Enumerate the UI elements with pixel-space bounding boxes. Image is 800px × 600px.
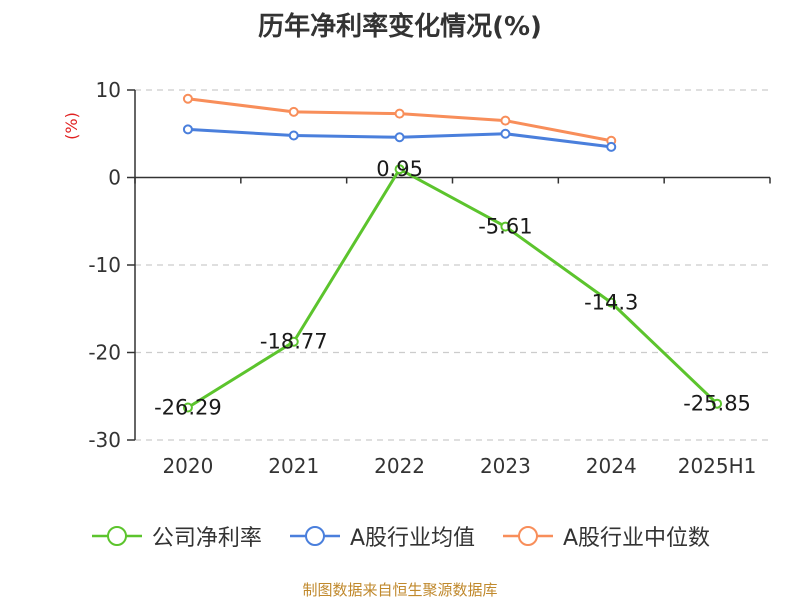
data-label: -14.3 — [584, 291, 638, 315]
x-tick-label: 2021 — [268, 454, 319, 478]
chart-title: 历年净利率变化情况(%) — [258, 12, 542, 42]
data-point — [606, 141, 617, 152]
legend-swatch — [289, 526, 340, 546]
y-tick-label: -30 — [88, 428, 121, 452]
axes: 10 0 -10 -20 -30 2020 2021 2022 2023 2024 2025H1 — [88, 78, 771, 478]
series-line-0 — [187, 167, 719, 409]
data-label: -5.61 — [478, 215, 532, 239]
x-tick-label: 2022 — [374, 454, 425, 478]
data-point — [606, 297, 617, 308]
data-point — [182, 124, 193, 135]
legend-item[interactable]: A股行业中位数 — [501, 520, 710, 552]
legend-swatch — [91, 526, 142, 546]
x-tick-label: 2024 — [586, 454, 637, 478]
data-label: -18.77 — [260, 330, 328, 354]
legend-item[interactable]: A股行业均值 — [288, 520, 475, 552]
source-note: 制图数据来自恒生聚源数据库 — [302, 581, 498, 599]
data-point — [288, 336, 299, 347]
legend-swatch — [503, 526, 553, 546]
data-label: -25.85 — [683, 392, 751, 416]
y-tick-label: -20 — [88, 341, 121, 365]
y-tick-label: 0 — [108, 166, 121, 190]
legend-swatch-marker — [304, 526, 325, 546]
y-tick-label: -10 — [88, 253, 121, 277]
data-point — [500, 115, 511, 126]
data-label: -26.29 — [154, 396, 222, 420]
legend-swatch-marker — [518, 526, 538, 546]
grid-lines — [135, 89, 770, 441]
data-labels: -26.29 -18.77 0.95 -5.61 -14.3 -25.85 — [154, 157, 751, 419]
legend-swatch-marker — [106, 526, 127, 546]
data-point — [394, 108, 405, 119]
y-axis-label: (%) — [62, 112, 81, 140]
x-tick-label: 2025H1 — [678, 454, 757, 478]
data-point — [394, 164, 405, 175]
x-tick-label: 2023 — [480, 454, 531, 478]
data-point — [288, 106, 299, 117]
data-label: 0.95 — [376, 157, 423, 181]
data-point — [182, 402, 193, 413]
data-point — [500, 128, 511, 139]
legend-item[interactable]: 公司净利率 — [90, 520, 262, 552]
data-point — [712, 398, 723, 409]
legend-label: A股行业均值 — [349, 526, 475, 551]
y-tick-label: 10 — [96, 78, 121, 102]
data-point — [394, 132, 405, 143]
legend-label: A股行业中位数 — [563, 526, 711, 551]
legend-label: 公司净利率 — [151, 526, 262, 551]
data-point — [288, 130, 299, 141]
legend: 公司净利率 A股行业均值 A股行业中位数 — [0, 520, 800, 552]
x-tick-label: 2020 — [162, 454, 213, 478]
data-point — [182, 93, 193, 104]
series-lines — [182, 93, 723, 413]
data-point — [500, 221, 511, 232]
